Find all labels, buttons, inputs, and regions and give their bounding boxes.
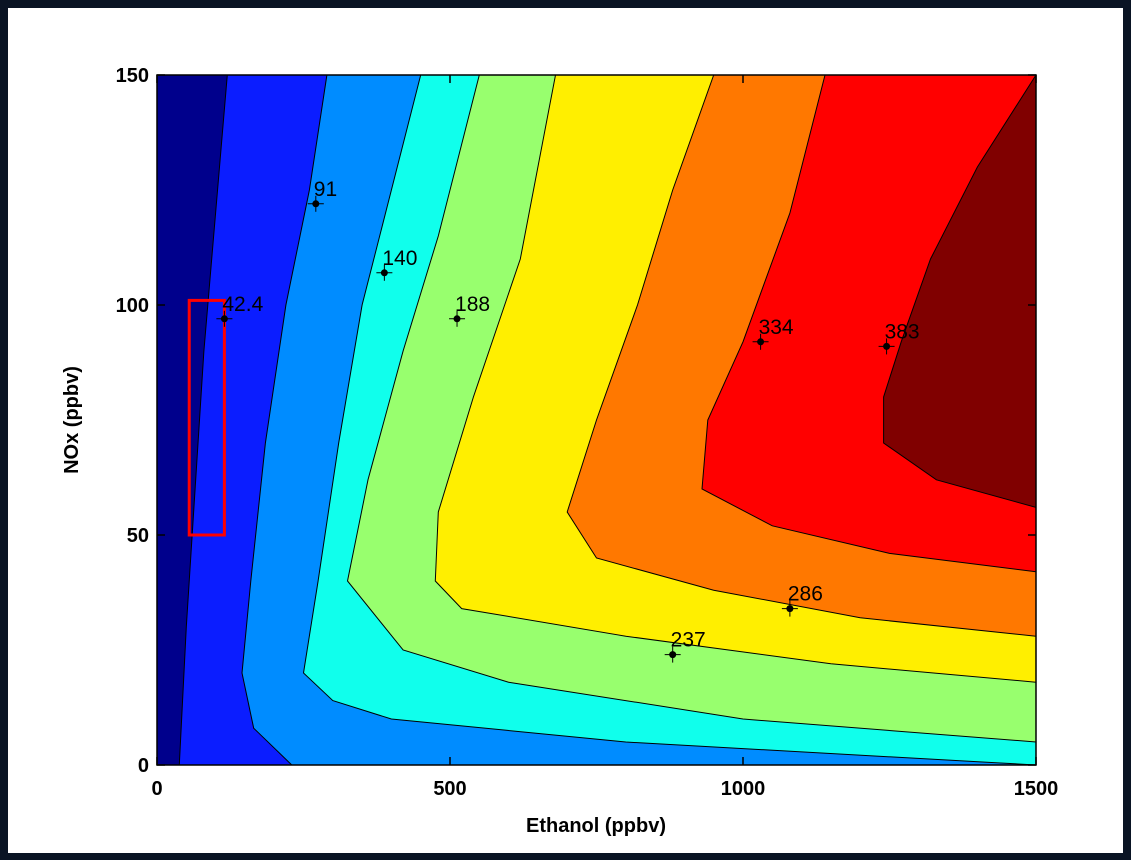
contour-label-marker [878, 338, 895, 355]
contour-label-marker [216, 310, 233, 327]
contour-line-91 [241, 75, 328, 765]
contour-region-8 [883, 75, 1036, 765]
contour-line-42.4 [178, 75, 228, 765]
highlight-box [187, 298, 226, 537]
contour-label-marker [781, 600, 798, 617]
contour-line-237 [434, 75, 1036, 683]
y-tick-label: 150 [116, 65, 149, 87]
contour-label-marker [664, 646, 681, 663]
x-axis-label: Ethanol (ppbv) [526, 815, 666, 837]
contour-label: 188 [455, 293, 490, 316]
plot-area: 42.4 91 140 188 237 286 334 383 [157, 75, 1036, 765]
axes-box [156, 74, 1037, 766]
contour-line-334 [701, 75, 1036, 573]
contour-line-383 [883, 75, 1036, 508]
contour-label: 286 [788, 583, 823, 606]
y-tick-label: 50 [127, 525, 149, 547]
x-tick-label: 1000 [721, 778, 766, 800]
contour-label: 140 [382, 247, 417, 270]
axes: 0 500 1000 1500 0 50 100 150 [116, 65, 1059, 800]
contour-line-286 [566, 75, 1036, 637]
y-tick-label: 0 [138, 755, 149, 777]
x-tick-label: 500 [433, 778, 466, 800]
contour-label-marker [307, 195, 324, 212]
y-axis-label: NOx (ppbv) [61, 366, 83, 474]
contour-label: 42.4 [222, 293, 263, 316]
contour-label: 237 [671, 629, 706, 652]
y-tick-label: 100 [116, 295, 149, 317]
contour-label-marker [376, 264, 393, 281]
contour-label: 334 [759, 316, 794, 339]
x-tick-label: 1500 [1014, 778, 1059, 800]
contour-label-marker [449, 310, 466, 327]
contour-label: 383 [885, 320, 920, 343]
contour-label: 91 [314, 178, 337, 201]
x-tick-label: 0 [151, 778, 162, 800]
contour-line-140 [302, 75, 1036, 765]
contour-line-188 [346, 75, 1036, 743]
contour-label-marker [752, 333, 769, 350]
